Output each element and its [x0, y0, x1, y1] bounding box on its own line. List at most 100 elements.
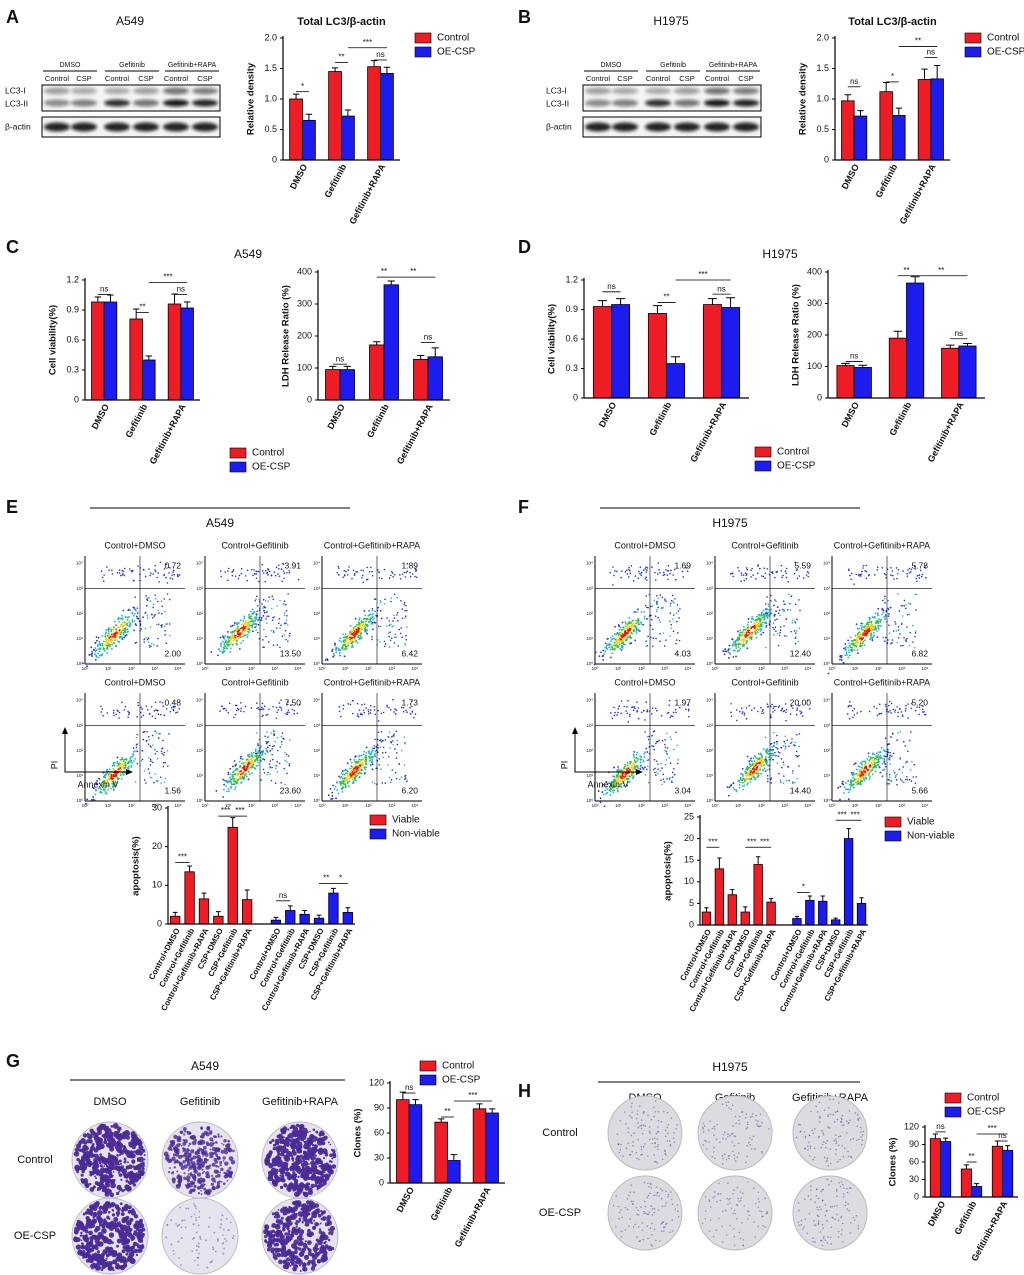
flow-tick: 10⁴ [412, 803, 419, 808]
flow-tick: 10³ [706, 723, 713, 728]
flow-dot [884, 618, 886, 621]
flow-dot [332, 784, 334, 787]
flow-dot [737, 646, 740, 649]
blot-group: Gefitinib [660, 62, 686, 69]
flow-dot [102, 580, 105, 583]
flow-dot [160, 750, 163, 753]
flow-dot [642, 623, 645, 626]
flow-dot [137, 704, 140, 707]
flow-dot [882, 749, 885, 751]
flow-dot [645, 576, 648, 578]
flow-dot [874, 757, 877, 760]
flow-dot [629, 635, 632, 638]
flow-dot [906, 778, 909, 781]
flow-dot [722, 650, 725, 652]
flow-dot [753, 769, 756, 772]
flow-tick: 10³ [782, 666, 789, 671]
flow-dot [355, 779, 357, 782]
flow-dot [230, 785, 233, 788]
flow-dot [669, 572, 671, 575]
flow-dot [243, 617, 246, 620]
flow-dot [161, 605, 164, 607]
flow-dot [411, 711, 414, 713]
flow-dot [678, 617, 680, 619]
flow-dot [119, 764, 121, 767]
flow-dot [399, 574, 401, 576]
flow-dot [380, 712, 383, 715]
flow-dot [262, 598, 265, 601]
flow-dot [741, 767, 744, 770]
flow-dot [371, 638, 373, 641]
flow-dot [783, 625, 785, 627]
flow-dot [117, 633, 120, 636]
flow-dot [626, 706, 628, 708]
flow-dot [251, 765, 254, 768]
flow-dot [647, 759, 650, 761]
flow-dot [260, 619, 263, 621]
flow-tick: 10⁴ [922, 666, 929, 671]
quadrant-value: 2.00 [164, 648, 181, 658]
flow-dot [762, 758, 765, 761]
flow-dot [867, 762, 870, 765]
flow-dot [105, 566, 108, 568]
flow-dot [119, 636, 122, 639]
flow-dot [395, 730, 398, 733]
flow-dot [743, 712, 746, 715]
flow-dot [613, 706, 615, 709]
flow-dot [339, 649, 342, 652]
flow-dot [860, 627, 863, 630]
flow-dot [889, 606, 892, 609]
flow-tick: 10² [758, 803, 765, 808]
flow-dot [264, 580, 267, 583]
flow-dot [270, 732, 273, 734]
flow-dot [389, 747, 392, 749]
flow-dot [785, 576, 788, 579]
flow-dot [898, 768, 901, 771]
flow-tick: 10¹ [196, 773, 203, 778]
flow-dot [830, 798, 833, 801]
flow-dot [247, 624, 249, 627]
flow-tick: 10² [638, 803, 645, 808]
flow-dot [288, 739, 291, 742]
flow-dot [778, 751, 781, 754]
flow-dot [380, 730, 383, 733]
flow-dot [241, 758, 244, 761]
flow-dot [864, 570, 866, 572]
flow-dot [384, 739, 387, 741]
flow-dot [338, 652, 341, 654]
flow-dot [353, 630, 356, 633]
flow-dot [280, 741, 283, 743]
flow-dot [288, 635, 291, 637]
flow-dot [390, 574, 392, 577]
flow-dot [364, 756, 366, 759]
flow-dot [920, 575, 923, 578]
flow-dot [358, 762, 361, 765]
flow-dot [114, 638, 117, 641]
flow-tick: 10¹ [823, 636, 830, 641]
flow-dot [775, 705, 777, 708]
flow-dot [619, 769, 621, 772]
flow-tick: 10⁴ [823, 561, 830, 566]
flow-dot [144, 611, 147, 614]
blot-band [163, 122, 189, 132]
flow-dot [106, 642, 109, 645]
flow-dot [643, 615, 646, 618]
flow-dot [354, 638, 356, 640]
flow-dot [371, 621, 374, 624]
flow-tick: 10⁰ [202, 666, 209, 671]
flow-dot [737, 780, 740, 782]
flow-dot [730, 711, 732, 714]
flow-dot [905, 639, 907, 641]
flow-dot [285, 622, 287, 624]
flow-dot [674, 598, 676, 600]
flow-dot [157, 609, 159, 612]
flow-dot [910, 731, 912, 733]
flow-dot [644, 751, 647, 754]
flow-dot [671, 776, 674, 778]
flow-dot [356, 631, 359, 634]
flow-dot [921, 708, 924, 711]
flow-dot [367, 708, 369, 711]
flow-dot [248, 753, 251, 756]
flow-dot [369, 709, 372, 711]
flow-dot [105, 643, 108, 646]
